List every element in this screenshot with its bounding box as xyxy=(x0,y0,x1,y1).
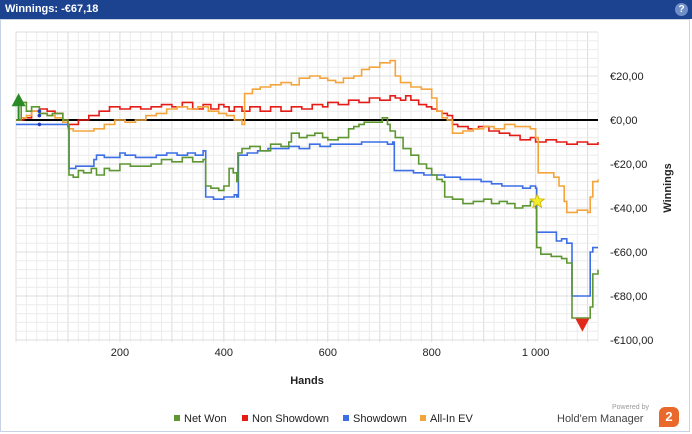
legend-label: Non Showdown xyxy=(252,413,330,425)
chart-markers xyxy=(11,93,590,332)
legend-label: All-In EV xyxy=(430,413,473,425)
legend-item[interactable]: Showdown xyxy=(343,413,407,425)
x-tick-label: 1 000 xyxy=(522,347,550,359)
x-tick-label: 800 xyxy=(423,347,441,359)
title-bar: Winnings: -€67,18 ? xyxy=(0,0,692,19)
y-tick-label: €20,00 xyxy=(610,71,644,83)
legend-item[interactable]: Non Showdown xyxy=(242,413,329,425)
end-marker-triangle-down-icon xyxy=(575,318,590,332)
y-tick-label: -€100,00 xyxy=(610,335,653,347)
help-icon[interactable]: ? xyxy=(675,3,688,16)
grid xyxy=(15,31,599,342)
star-marker-icon xyxy=(529,192,546,209)
start-dot-marker xyxy=(37,113,42,118)
y-tick-label: -€40,00 xyxy=(610,203,647,215)
y-tick-label: -€60,00 xyxy=(610,247,647,259)
x-tick-label: 200 xyxy=(111,347,129,359)
chart-frame xyxy=(0,19,690,432)
legend-item[interactable]: Net Won xyxy=(174,413,227,425)
series-line-non-showdown xyxy=(16,95,599,145)
window-title: Winnings: -€67,18 xyxy=(5,3,99,15)
legend-label: Showdown xyxy=(353,413,407,425)
start-dot-marker xyxy=(37,122,42,127)
y-tick-label: -€20,00 xyxy=(610,159,647,171)
y-tick-label: -€80,00 xyxy=(610,291,647,303)
legend-item[interactable]: All-In EV xyxy=(420,413,473,425)
legend-swatch xyxy=(343,415,349,421)
series-line-showdown xyxy=(16,123,598,297)
hem-logo-icon: 2 xyxy=(659,407,679,427)
powered-by-label: Powered by xyxy=(612,404,649,411)
series-lines xyxy=(16,59,599,319)
x-tick-label: 400 xyxy=(215,347,233,359)
y-axis-title: Winnings xyxy=(662,163,674,212)
series-line-all-in-ev xyxy=(16,59,599,214)
start-dot-marker xyxy=(37,109,42,113)
series-line-net-won xyxy=(16,101,599,319)
x-tick-label: 600 xyxy=(319,347,337,359)
legend-swatch xyxy=(420,415,426,421)
legend-swatch xyxy=(174,415,180,421)
legend-swatch xyxy=(242,415,248,421)
brand-name: Hold'em Manager xyxy=(557,413,644,425)
y-tick-label: €0,00 xyxy=(610,115,638,127)
x-axis-title: Hands xyxy=(290,375,324,387)
legend-label: Net Won xyxy=(184,413,227,425)
axes: 200 400 600 800 1 000 €20,00 €0,00 -€20,00 -€40,… xyxy=(111,71,674,387)
start-marker-triangle-up-icon xyxy=(11,93,26,107)
